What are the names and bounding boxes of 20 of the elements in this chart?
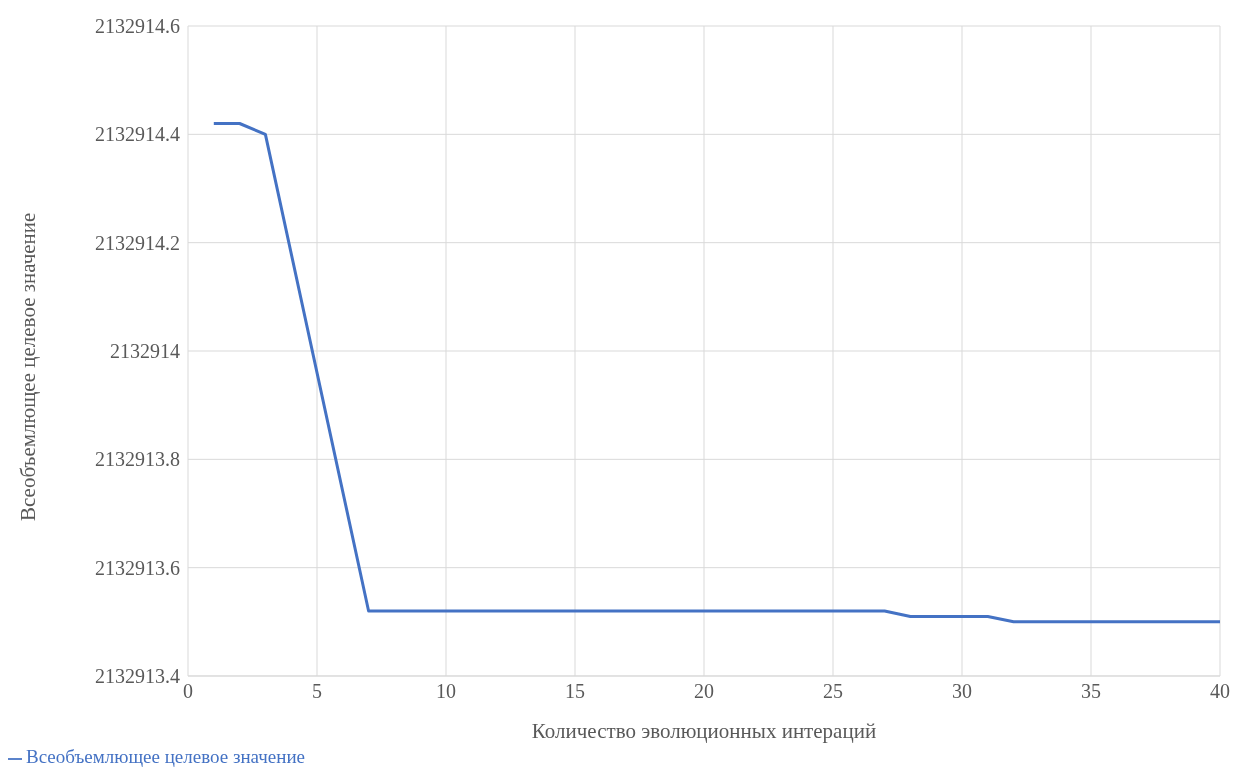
legend-label: Всеобъемлющее целевое значение <box>26 746 306 767</box>
x-tick-label: 15 <box>565 680 585 703</box>
x-tick-label: 20 <box>694 680 714 703</box>
x-tick-label: 5 <box>312 680 322 703</box>
x-tick-label: 35 <box>1081 680 1101 703</box>
y-tick-label: 2132914.6 <box>95 15 180 38</box>
y-tick-label: 2132914.2 <box>95 231 180 254</box>
x-tick-label: 10 <box>436 680 456 703</box>
y-tick-label: 2132913.8 <box>95 448 180 471</box>
y-tick-label: 2132914.4 <box>95 123 180 146</box>
x-tick-label: 0 <box>183 680 193 703</box>
x-tick-label: 25 <box>823 680 843 703</box>
y-axis-title: Всеобъемлющее целевое значение <box>16 212 41 521</box>
x-axis-title: Количество эволюционных интераций <box>531 719 877 743</box>
line-series <box>212 122 1220 624</box>
x-tick-label: 40 <box>1210 680 1230 703</box>
y-tick-label: 2132914 <box>110 340 180 363</box>
x-tick-label: 30 <box>952 680 972 703</box>
y-tick-label: 2132913.6 <box>95 556 180 579</box>
y-tick-label: 2132913.4 <box>95 665 180 688</box>
